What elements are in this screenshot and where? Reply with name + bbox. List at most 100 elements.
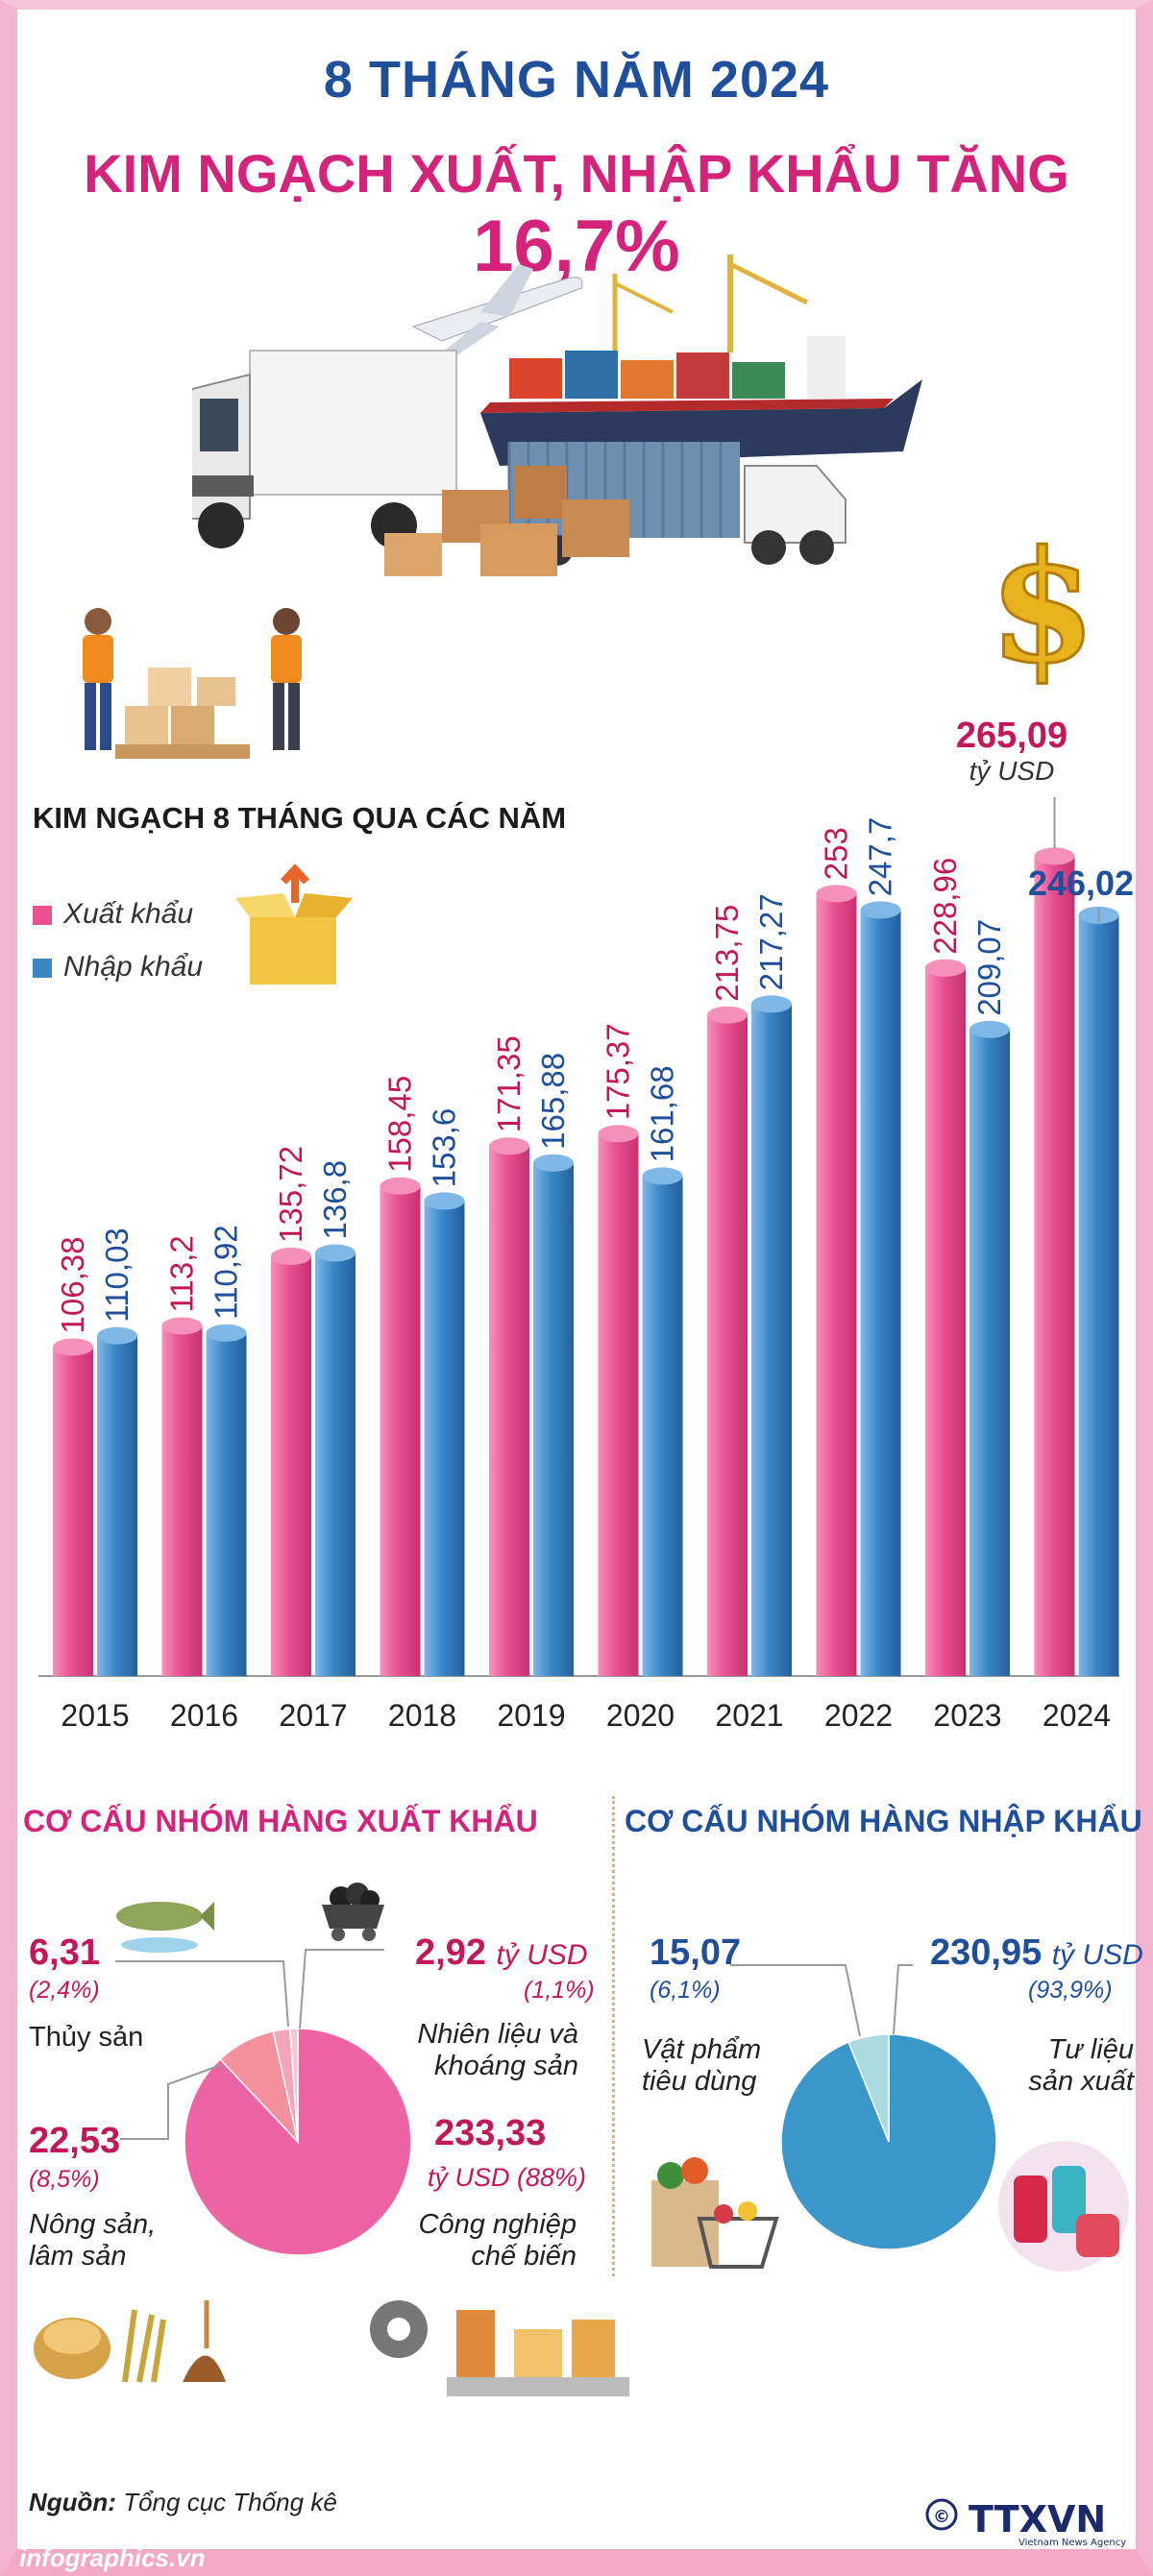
industry-icon bbox=[370, 2300, 629, 2396]
worker-icon bbox=[271, 608, 302, 750]
callout-export-unit: tỷ USD bbox=[969, 756, 1055, 786]
data-label-export-2022: 253 bbox=[819, 827, 854, 880]
coal-cart-icon bbox=[322, 1883, 384, 1941]
shopping-basket-icon bbox=[651, 2157, 779, 2269]
data-label-export-2023: 228,96 bbox=[927, 858, 963, 955]
subtitle-text: KIM NGẠCH XUẤT, NHẬP KHẨU TĂNG bbox=[84, 143, 1069, 204]
bar-export-2019 bbox=[489, 1146, 529, 1676]
chart-title: KIM NGẠCH 8 THÁNG QUA CÁC NĂM bbox=[33, 801, 567, 835]
logistics-illustration bbox=[192, 255, 922, 576]
bar-cap-export-2024 bbox=[1034, 847, 1075, 865]
export-seafood-pct: (2,4%) bbox=[29, 1977, 100, 2004]
workers-illustration bbox=[83, 608, 302, 759]
x-tick-2016: 2016 bbox=[170, 1698, 238, 1729]
bar-chart: 106,38 110,03 2015 113,2 110,92 2016 135,72 136… bbox=[38, 716, 1134, 1729]
x-tick-2018: 2018 bbox=[388, 1698, 456, 1729]
bar-import-2022 bbox=[860, 910, 901, 1676]
bar-import-2020 bbox=[642, 1176, 683, 1676]
source-note: Nguồn: Tổng cục Thống kê bbox=[29, 2488, 337, 2517]
dollar-sign-icon: $ bbox=[990, 526, 1095, 690]
legend-import-swatch bbox=[33, 959, 52, 979]
export-fuel-value: 2,92 tỷ USD bbox=[415, 1932, 588, 1973]
export-fuel-label: Nhiên liệu và khoáng sản bbox=[417, 2019, 578, 2081]
svg-text:TTXVN: TTXVN bbox=[969, 2498, 1106, 2540]
data-label-import-2022: 247,7 bbox=[863, 817, 898, 897]
import-consumer-label: Vật phẩm tiêu dùng bbox=[642, 2034, 762, 2097]
copyright-icon: © bbox=[933, 2507, 950, 2527]
callout-export-value: 265,09 bbox=[956, 716, 1067, 756]
white-truck-icon bbox=[192, 350, 457, 548]
agriculture-icon bbox=[34, 2300, 226, 2383]
bar-cap-export-2021 bbox=[707, 1006, 748, 1024]
cardboard-boxes-icon bbox=[384, 466, 629, 576]
import-pie-slice-1 bbox=[847, 2033, 890, 2143]
data-label-import-2016: 110,92 bbox=[209, 1225, 244, 1319]
bar-import-2021 bbox=[751, 1004, 792, 1676]
thread-spools-icon bbox=[998, 2141, 1129, 2272]
bar-export-2023 bbox=[925, 967, 966, 1676]
bar-cap-import-2020 bbox=[642, 1167, 683, 1185]
bar-cap-export-2022 bbox=[816, 885, 857, 903]
export-industry-label: Công nghiệp chế biến bbox=[418, 2209, 576, 2272]
bar-cap-import-2019 bbox=[533, 1154, 574, 1172]
footer-site: infographics.vn bbox=[19, 2543, 206, 2572]
bar-cap-export-2020 bbox=[598, 1125, 639, 1143]
bar-cap-export-2017 bbox=[271, 1247, 311, 1265]
import-production-label: Tư liệu sản xuất bbox=[1028, 2034, 1134, 2097]
x-tick-2019: 2019 bbox=[497, 1698, 565, 1729]
bar-cap-import-2023 bbox=[969, 1020, 1010, 1038]
data-label-import-2015: 110,03 bbox=[99, 1227, 135, 1322]
export-agri-pct: (8,5%) bbox=[29, 2166, 100, 2193]
bar-export-2021 bbox=[707, 1014, 748, 1676]
bar-import-2017 bbox=[315, 1252, 356, 1676]
export-seafood-label: Thủy sản bbox=[29, 2022, 144, 2053]
export-leader-line-0 bbox=[115, 1960, 289, 2028]
import-leader-line-1 bbox=[893, 1964, 913, 2035]
export-agri-value: 22,53 bbox=[29, 2121, 121, 2161]
bar-import-2015 bbox=[97, 1335, 137, 1676]
x-tick-2022: 2022 bbox=[824, 1698, 893, 1729]
open-box-icon bbox=[235, 864, 353, 984]
data-label-export-2020: 175,37 bbox=[601, 1023, 636, 1120]
page-title: 8 THÁNG NĂM 2024 bbox=[323, 51, 830, 109]
worker-icon bbox=[83, 608, 113, 750]
export-leader-line-2 bbox=[120, 2064, 222, 2140]
data-label-import-2020: 161,68 bbox=[645, 1065, 680, 1162]
export-leader-line-1 bbox=[299, 1949, 384, 2029]
bar-export-2020 bbox=[598, 1133, 639, 1676]
callout-import-value: 246,02 bbox=[1028, 863, 1134, 903]
ttxvn-logo: © TTXVN Vietnam News Agency bbox=[925, 2498, 1126, 2548]
bar-cap-import-2016 bbox=[206, 1324, 247, 1342]
x-tick-2024: 2024 bbox=[1043, 1698, 1111, 1729]
source-label: Nguồn: bbox=[29, 2488, 116, 2516]
bar-cap-export-2016 bbox=[161, 1317, 203, 1335]
bar-export-2016 bbox=[161, 1325, 203, 1676]
legend-import: Nhập khẩu bbox=[33, 951, 203, 984]
legend-export: Xuất khẩu bbox=[33, 898, 193, 931]
export-seafood-value: 6,31 bbox=[29, 1932, 100, 1973]
bar-export-2018 bbox=[380, 1185, 421, 1676]
x-tick-2021: 2021 bbox=[715, 1698, 783, 1729]
source-text: Tổng cục Thống kê bbox=[123, 2488, 337, 2516]
page-subtitle: KIM NGẠCH XUẤT, NHẬP KHẨU TĂNG 16,7% bbox=[0, 142, 1153, 288]
bar-export-2024 bbox=[1034, 856, 1075, 1676]
export-agri-label: Nông sản, lâm sản bbox=[29, 2209, 157, 2272]
bar-export-2022 bbox=[816, 893, 857, 1676]
import-production-pct: (93,9%) bbox=[1028, 1977, 1113, 2004]
fish-icon bbox=[116, 1902, 214, 1953]
x-tick-2023: 2023 bbox=[933, 1698, 1001, 1729]
data-label-export-2021: 213,75 bbox=[709, 905, 745, 1002]
boxes-stack-icon bbox=[115, 668, 250, 759]
bar-export-2017 bbox=[271, 1255, 311, 1676]
svg-text:$: $ bbox=[990, 526, 1095, 690]
bar-import-2023 bbox=[969, 1029, 1010, 1676]
section-divider bbox=[612, 1796, 615, 2276]
x-tick-2020: 2020 bbox=[606, 1698, 675, 1729]
x-tick-2015: 2015 bbox=[61, 1698, 129, 1729]
bar-import-2024 bbox=[1078, 914, 1119, 1676]
data-label-export-2017: 135,72 bbox=[273, 1146, 308, 1243]
data-label-export-2018: 158,45 bbox=[382, 1076, 418, 1173]
legend-import-label: Nhập khẩu bbox=[63, 951, 204, 983]
data-label-import-2018: 153,6 bbox=[427, 1108, 462, 1188]
